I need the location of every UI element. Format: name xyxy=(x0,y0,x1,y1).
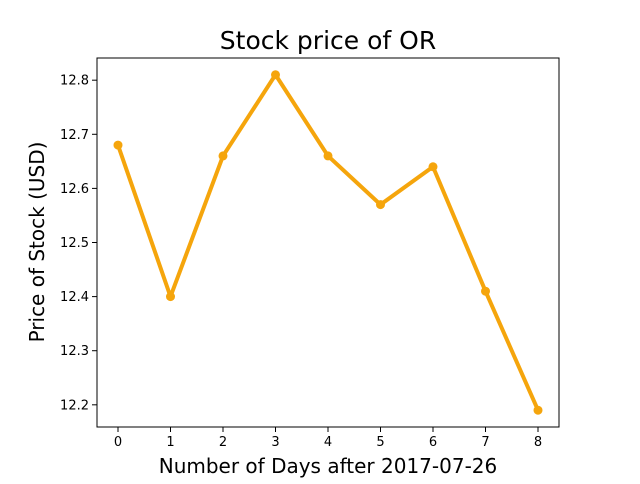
data-point xyxy=(533,405,543,415)
x-tick-label: 5 xyxy=(376,435,384,450)
y-axis-label: Price of Stock (USD) xyxy=(25,142,49,343)
data-point xyxy=(166,292,175,302)
y-tick-label: 12.3 xyxy=(60,344,89,359)
x-axis: 0 1 2 3 4 5 6 7 8 xyxy=(114,427,542,450)
x-tick-label: 3 xyxy=(271,435,279,450)
chart-title: Stock price of OR xyxy=(220,26,436,55)
series-layer xyxy=(113,70,543,415)
x-tick-label: 0 xyxy=(114,435,122,450)
x-tick-label: 8 xyxy=(534,435,542,450)
y-tick-label: 12.2 xyxy=(60,398,89,413)
y-tick-label: 12.8 xyxy=(60,74,89,89)
y-axis: 12.2 12.3 12.4 12.5 12.6 12.7 12.8 xyxy=(60,74,97,413)
x-tick-label: 6 xyxy=(429,435,437,450)
data-point xyxy=(376,200,385,210)
data-point xyxy=(218,151,228,161)
data-point xyxy=(323,151,333,161)
x-axis-label: Number of Days after 2017-07-26 xyxy=(159,454,498,478)
x-tick-label: 1 xyxy=(166,435,174,450)
x-tick-label: 2 xyxy=(219,435,227,450)
data-point xyxy=(481,286,490,296)
x-tick-label: 7 xyxy=(481,435,489,450)
y-tick-label: 12.4 xyxy=(60,290,89,305)
data-point xyxy=(113,140,123,150)
y-tick-label: 12.5 xyxy=(60,236,89,251)
y-tick-label: 12.7 xyxy=(60,128,89,143)
x-tick-label: 4 xyxy=(324,435,332,450)
y-tick-label: 12.6 xyxy=(60,182,89,197)
data-point xyxy=(271,70,280,80)
data-point xyxy=(428,162,438,172)
plot-area xyxy=(96,57,560,428)
